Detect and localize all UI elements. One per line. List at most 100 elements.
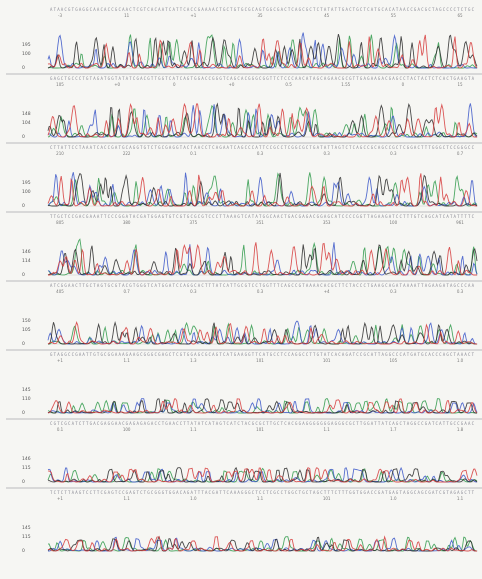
x-tick-label: 65 xyxy=(457,13,463,18)
y-tick-label: 100 xyxy=(22,51,31,57)
x-tick-label: 1.1 xyxy=(123,496,130,501)
trace-T xyxy=(47,173,478,207)
trace-G xyxy=(47,244,478,276)
sequence-text: CGTCGCATCTTGACGAGGAACGAGAGAGACCTGAACCTTA… xyxy=(50,421,475,426)
x-tick-label: 0.7 xyxy=(123,289,130,294)
trace-T xyxy=(47,398,478,414)
x-tick-label: 1.1 xyxy=(457,496,464,501)
y-tick-label: 110 xyxy=(22,396,31,402)
sequence-text: CTTATTCCTAAATCACCGATGCAGGTGTCTGCGAGGTACT… xyxy=(50,145,475,150)
y-tick-label: 146 xyxy=(22,456,31,462)
x-tick-label: 1.1 xyxy=(123,358,130,363)
x-tick-label: 1.1 xyxy=(257,496,264,501)
x-tick-label: 0.7 xyxy=(457,151,464,156)
x-tick-label: 1.7 xyxy=(390,427,397,432)
x-tick-label: 105 xyxy=(390,358,398,363)
x-tick-label: 375 xyxy=(190,220,198,225)
x-tick-label: 105 xyxy=(56,82,64,87)
trace-C xyxy=(47,320,478,345)
trace-G xyxy=(47,466,478,483)
trace-T xyxy=(48,242,477,276)
x-tick-label: 100 xyxy=(123,427,131,432)
trace-G xyxy=(47,398,477,414)
x-tick-label: 101 xyxy=(256,358,264,363)
x-tick-label: 0 xyxy=(173,82,176,87)
x-tick-label: +1 xyxy=(57,358,63,363)
y-tick-label: 0 xyxy=(22,479,25,485)
x-tick-label: 15 xyxy=(457,82,463,87)
x-tick-label: 380 xyxy=(123,220,131,225)
sequence-text: TCTCTTAAGTCCTTCGAGTCCGAGTCTGCGGGTGGACAGA… xyxy=(50,490,475,495)
x-tick-label: 0.3 xyxy=(390,151,397,156)
trace-C xyxy=(47,103,478,138)
trace-T xyxy=(47,102,477,138)
y-tick-label: 0 xyxy=(22,410,25,416)
x-tick-label: 0.3 xyxy=(190,289,197,294)
x-tick-label: 101 xyxy=(323,496,331,501)
trace-T xyxy=(47,34,478,69)
x-tick-label: 1.0 xyxy=(190,496,197,501)
x-tick-label: 55 xyxy=(391,13,397,18)
x-tick-label: 353 xyxy=(323,220,331,225)
x-tick-label: 0.1 xyxy=(190,151,197,156)
x-tick-label: 405 xyxy=(56,289,64,294)
x-tick-label: 0 xyxy=(402,82,405,87)
x-tick-label: +1 xyxy=(190,13,196,18)
x-tick-label: 45 xyxy=(324,13,330,18)
x-tick-label: 0.3 xyxy=(457,289,464,294)
x-tick-label: 1.1 xyxy=(190,427,197,432)
sequence-text: GTAGGCCGAATTGTGCGGAAAGAAGCGGGCGAGCTCGTGG… xyxy=(50,352,475,357)
y-tick-label: 114 xyxy=(22,258,31,264)
x-tick-label: 0.5 xyxy=(285,82,292,87)
x-tick-label: 1.1 xyxy=(323,427,330,432)
sequence-text: GAGCTGCCCTGTAGATGGTATATCGACGTTGGTCATCAGT… xyxy=(50,76,475,81)
y-tick-label: 145 xyxy=(22,525,31,531)
x-tick-label: +0 xyxy=(228,82,234,87)
x-tick-label: 1.3 xyxy=(190,358,197,363)
sequence-text: ATCGGAACTTGCTAGTGCGTACGTGGGTCATGGATCCAGG… xyxy=(50,283,475,288)
x-tick-label: 1.0 xyxy=(457,358,464,363)
x-tick-label: 1.8 xyxy=(457,427,464,432)
x-tick-label: 1.0 xyxy=(390,496,397,501)
x-tick-label: +0 xyxy=(114,82,120,87)
sequence-text: TTGCTCCGACGAAATTCCCGGATACGATGGAGTGTCGTGC… xyxy=(50,214,475,219)
y-tick-label: 150 xyxy=(22,318,31,324)
x-tick-label: 0.3 xyxy=(257,151,264,156)
x-tick-label: 101 xyxy=(256,427,264,432)
y-tick-label: 146 xyxy=(22,249,31,255)
x-tick-label: -3 xyxy=(58,13,62,18)
y-tick-label: 104 xyxy=(22,120,31,126)
x-tick-label: 100 xyxy=(390,220,398,225)
y-tick-label: 195 xyxy=(22,180,31,186)
sequence-text: ATAACGTGAGGCAACACCGCAACTCGTCACAATCATTCAC… xyxy=(50,7,475,12)
trace-T xyxy=(47,467,478,483)
trace-T xyxy=(47,535,477,552)
y-tick-label: 100 xyxy=(22,189,31,195)
x-tick-label: 805 xyxy=(56,220,64,225)
x-tick-label: +4 xyxy=(324,289,330,294)
trace-C xyxy=(47,466,478,483)
y-tick-label: 148 xyxy=(22,111,31,117)
y-tick-label: 115 xyxy=(22,465,31,471)
y-tick-label: 0 xyxy=(22,134,25,140)
y-tick-label: 0 xyxy=(22,203,25,209)
y-tick-label: 0 xyxy=(22,341,25,347)
trace-T xyxy=(47,321,477,345)
x-tick-label: 11 xyxy=(124,13,130,18)
x-tick-label: +1 xyxy=(57,496,63,501)
y-tick-label: 115 xyxy=(22,534,31,540)
x-tick-label: 35 xyxy=(257,13,263,18)
x-tick-label: 961 xyxy=(456,220,464,225)
x-tick-label: 0.3 xyxy=(390,289,397,294)
x-tick-label: 222 xyxy=(123,151,131,156)
x-tick-label: 351 xyxy=(256,220,264,225)
x-tick-label: 0.3 xyxy=(257,289,264,294)
y-tick-label: 0 xyxy=(22,65,25,71)
y-tick-label: 145 xyxy=(22,387,31,393)
y-tick-label: 0 xyxy=(22,548,25,554)
y-tick-label: 0 xyxy=(22,272,25,278)
x-tick-label: 210 xyxy=(56,151,64,156)
x-tick-label: 1.55 xyxy=(341,82,350,87)
